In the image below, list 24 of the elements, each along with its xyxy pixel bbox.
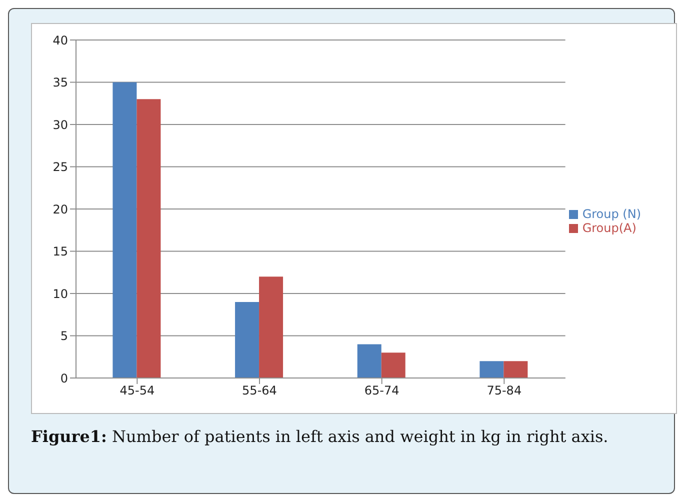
legend-label: Group(A) bbox=[582, 220, 636, 234]
y-tick-label: 25 bbox=[52, 160, 68, 174]
y-tick-label: 20 bbox=[52, 202, 68, 216]
x-tick-label: 65-74 bbox=[364, 384, 400, 398]
y-tick-label: 30 bbox=[52, 118, 68, 132]
y-tick-label: 15 bbox=[52, 244, 68, 259]
legend-label: Group (N) bbox=[582, 206, 641, 220]
x-tick-label: 75-84 bbox=[486, 384, 522, 398]
bar bbox=[235, 302, 260, 378]
bar bbox=[480, 361, 504, 378]
y-tick-label: 0 bbox=[60, 371, 68, 386]
bar bbox=[136, 99, 161, 378]
y-tick-label: 40 bbox=[52, 33, 68, 48]
bar bbox=[112, 82, 137, 378]
y-tick-label: 5 bbox=[60, 329, 68, 344]
bar bbox=[504, 361, 528, 378]
y-tick-label: 10 bbox=[52, 286, 68, 301]
caption: Figure1: Number of patients in left axis and weight in kg in right axis. bbox=[31, 427, 608, 446]
bar bbox=[357, 344, 382, 378]
x-tick-label: 45-54 bbox=[120, 384, 155, 398]
x-tick-label: 55-64 bbox=[242, 384, 277, 398]
y-tick-label: 35 bbox=[52, 76, 68, 90]
bar bbox=[381, 352, 406, 378]
bar bbox=[259, 276, 284, 378]
